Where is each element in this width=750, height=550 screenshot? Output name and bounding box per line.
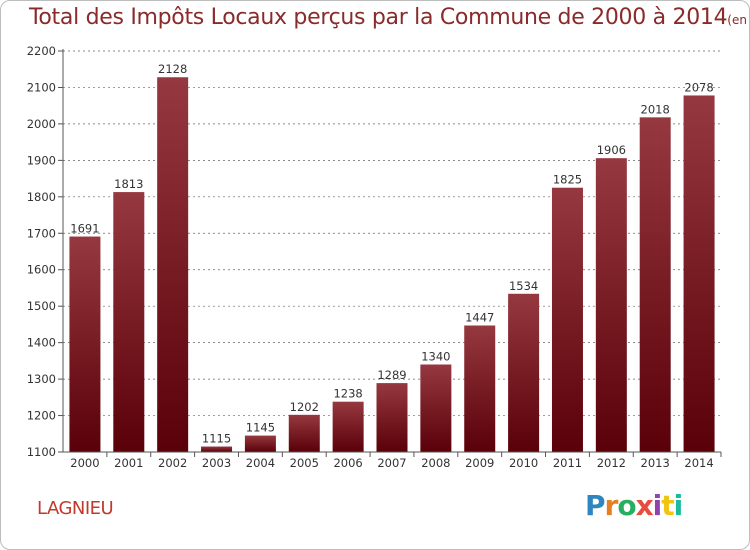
data-label-2013: 2018: [641, 102, 670, 116]
x-tick-label-2001: 2001: [114, 456, 143, 470]
bar-2013: [639, 117, 671, 452]
data-label-2008: 1340: [421, 350, 450, 364]
x-tick-label-2007: 2007: [377, 456, 406, 470]
bar-2011: [551, 187, 583, 453]
x-tick-label-2014: 2014: [684, 456, 713, 470]
logo-letter: r: [604, 489, 619, 522]
bar-2014: [683, 95, 715, 452]
bar-2004: [244, 435, 276, 452]
x-tick-label-2008: 2008: [421, 456, 450, 470]
y-tick-label: 1500: [27, 299, 56, 313]
bar-2003: [201, 446, 233, 452]
chart-title: Total des Impôts Locaux perçus par la Co…: [29, 5, 749, 30]
bars: [69, 77, 715, 453]
x-tick-label-2000: 2000: [70, 456, 99, 470]
bar-2012: [595, 158, 627, 452]
y-tick-label: 1100: [27, 445, 56, 459]
bar-2002: [157, 77, 189, 452]
x-tick-label-2006: 2006: [333, 456, 362, 470]
x-tick-label-2012: 2012: [597, 456, 626, 470]
chart-title-unit: (en milliers d'€): [727, 13, 749, 27]
y-tick-label: 1300: [27, 372, 56, 386]
data-label-2000: 1691: [70, 222, 99, 236]
bar-2000: [69, 236, 101, 452]
chart-title-text: Total des Impôts Locaux perçus par la Co…: [29, 5, 728, 30]
proxiti-logo: Proxiti: [585, 489, 684, 522]
bar-2007: [376, 383, 408, 452]
bar-2010: [508, 293, 540, 452]
y-tick-label: 1200: [27, 409, 56, 423]
bar-2006: [332, 401, 364, 452]
data-label-2009: 1447: [465, 311, 494, 325]
y-tick-label: 1400: [27, 336, 56, 350]
commune-name: LAGNIEU: [37, 498, 114, 519]
logo-letter: x: [635, 489, 654, 522]
x-tick-label-2009: 2009: [465, 456, 494, 470]
bar-2008: [420, 364, 452, 452]
x-tick-label-2003: 2003: [202, 456, 231, 470]
y-tick-label: 2100: [27, 80, 56, 94]
data-label-2014: 2078: [684, 80, 713, 94]
y-tick-label: 1800: [27, 190, 56, 204]
data-label-2003: 1115: [202, 432, 231, 446]
data-label-2011: 1825: [553, 173, 582, 187]
bar-2001: [113, 192, 145, 452]
x-tick-label-2010: 2010: [509, 456, 538, 470]
y-tick-label: 1700: [27, 226, 56, 240]
data-label-2006: 1238: [333, 387, 362, 401]
y-tick-label: 2200: [27, 44, 56, 58]
y-tick-label: 1600: [27, 263, 56, 277]
logo-letter: i: [673, 489, 684, 522]
x-tick-label-2004: 2004: [246, 456, 275, 470]
bar-2009: [464, 325, 496, 452]
data-label-2005: 1202: [290, 400, 319, 414]
logo-letter: i: [652, 489, 663, 522]
data-label-2012: 1906: [597, 143, 626, 157]
data-label-2004: 1145: [246, 421, 275, 435]
data-label-2002: 2128: [158, 62, 187, 76]
logo-letter: o: [617, 489, 636, 522]
logo-letter: t: [661, 489, 674, 522]
data-label-2001: 1813: [114, 177, 143, 191]
y-tick-label: 2000: [27, 117, 56, 131]
logo-letter: P: [585, 489, 606, 522]
y-tick-label: 1900: [27, 153, 56, 167]
x-tick-label-2005: 2005: [290, 456, 319, 470]
x-tick-label-2013: 2013: [641, 456, 670, 470]
data-labels: 1691 1813 2128 1115 1145 1202 1238 1289 1340 1447…: [70, 62, 713, 445]
bar-2005: [288, 414, 320, 452]
axes: 1100 1200 1300 1400 1500 1600 1700 1800 1900 2000…: [27, 44, 722, 470]
x-tick-label-2011: 2011: [553, 456, 582, 470]
data-label-2007: 1289: [377, 368, 406, 382]
data-label-2010: 1534: [509, 279, 538, 293]
x-tick-label-2002: 2002: [158, 456, 187, 470]
